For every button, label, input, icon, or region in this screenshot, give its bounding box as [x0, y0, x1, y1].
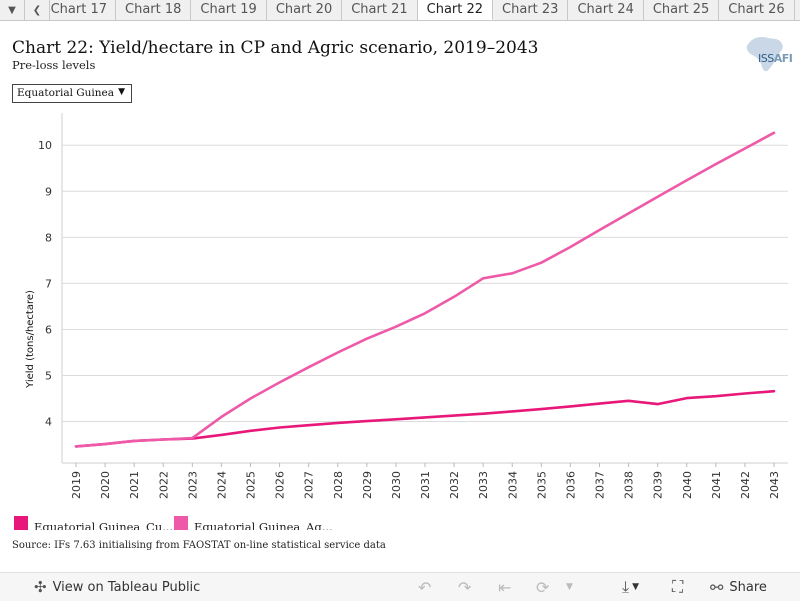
- x-tick-label: 2028: [332, 471, 345, 499]
- chevron-left-icon: ❮: [32, 4, 42, 16]
- view-on-tableau-label: View on Tableau Public: [52, 579, 201, 595]
- y-tick-label: 9: [45, 185, 52, 198]
- x-tick-label: 2041: [710, 471, 723, 499]
- tab-chart-21[interactable]: Chart 21: [342, 0, 418, 20]
- pause-menu-button[interactable]: ▼: [566, 573, 573, 601]
- download-button[interactable]: ⤓ ▼: [622, 573, 639, 601]
- tab-chart-25[interactable]: Chart 25: [644, 0, 720, 20]
- series-line-2[interactable]: [74, 131, 776, 448]
- x-tick-label: 2024: [215, 471, 228, 499]
- x-tick-label: 2022: [157, 471, 170, 499]
- x-tick-label: 2025: [245, 471, 258, 499]
- tableau-logo-icon: ✣: [34, 578, 47, 596]
- tab-chart-17[interactable]: Chart 17: [50, 0, 116, 20]
- x-tick-label: 2042: [739, 471, 752, 499]
- x-tick-label: 2029: [361, 471, 374, 499]
- y-tick-label: 8: [45, 231, 52, 244]
- chart-series: [74, 131, 776, 448]
- country-dropdown-value: Equatorial Guinea: [17, 87, 115, 99]
- tab-chart-20[interactable]: Chart 20: [267, 0, 343, 20]
- undo-icon: ↶: [418, 577, 432, 597]
- x-axis-ticks: 2019 2020 2021 2022 2023 2024 2025 2026 2027 2028…: [70, 463, 781, 499]
- chart-title: Chart 22: Yield/hectare in CP and Agric …: [12, 38, 539, 58]
- logo-text: ISSAFI: [758, 52, 793, 65]
- chart-subtitle: Pre-loss levels: [12, 58, 96, 72]
- x-tick-label: 2039: [652, 471, 665, 499]
- source-note: Source: IFs 7.63 initialising from FAOST…: [12, 540, 386, 551]
- legend-label: Equatorial Guinea_Ag...: [194, 520, 333, 530]
- refresh-button[interactable]: ⟳: [536, 573, 549, 601]
- y-tick-label: 5: [45, 370, 52, 383]
- country-dropdown[interactable]: Equatorial Guinea ▼: [12, 84, 132, 103]
- bottom-toolbar: ✣ View on Tableau Public ↶ ↷ ⇤ ⟳ ▼ ⤓ ▼ ⛶…: [0, 572, 800, 601]
- caret-down-icon: ▼: [632, 582, 639, 592]
- tab-chart-27[interactable]: Chart 27: [795, 0, 800, 20]
- x-tick-label: 2020: [99, 471, 112, 499]
- revert-button[interactable]: ⇤: [498, 573, 511, 601]
- x-tick-label: 2030: [390, 471, 403, 499]
- x-tick-label: 2021: [128, 471, 141, 499]
- redo-icon: ↷: [458, 577, 472, 597]
- x-tick-label: 2040: [681, 471, 694, 499]
- x-tick-label: 2043: [768, 471, 781, 499]
- x-tick-label: 2023: [186, 471, 199, 499]
- tab-scroll-left-button[interactable]: ❮: [25, 0, 50, 20]
- gridlines: [61, 113, 788, 464]
- undo-button[interactable]: ↶: [418, 573, 431, 601]
- y-tick-label: 4: [45, 416, 52, 429]
- share-label: Share: [729, 579, 767, 595]
- revert-icon: ⇤: [498, 577, 512, 597]
- africa-map-logo-icon: [746, 37, 783, 72]
- tab-menu-button[interactable]: ▼: [0, 0, 25, 20]
- x-tick-label: 2027: [303, 471, 316, 499]
- redo-button[interactable]: ↷: [458, 573, 471, 601]
- legend-swatch: [174, 516, 188, 530]
- x-tick-label: 2026: [274, 471, 287, 499]
- tab-chart-26[interactable]: Chart 26: [719, 0, 795, 20]
- refresh-icon: ⟳: [536, 577, 550, 597]
- tab-chart-19[interactable]: Chart 19: [191, 0, 267, 20]
- y-tick-label: 7: [45, 277, 52, 290]
- fullscreen-icon: ⛶: [672, 577, 684, 596]
- x-tick-label: 2037: [594, 471, 607, 499]
- legend-swatch: [14, 516, 28, 530]
- view-on-tableau-button[interactable]: ✣ View on Tableau Public: [34, 573, 200, 601]
- sheet-tabs: Chart 17 Chart 18 Chart 19 Chart 20 Chart 21…: [50, 0, 800, 20]
- tab-chart-23[interactable]: Chart 23: [493, 0, 569, 20]
- x-tick-label: 2019: [70, 471, 83, 499]
- share-button[interactable]: ⚯ Share: [710, 573, 767, 601]
- tab-chart-18[interactable]: Chart 18: [116, 0, 192, 20]
- chart-legend: Equatorial Guinea_Cu... Equatorial Guinea…: [14, 514, 354, 530]
- tab-strip: ▼ ❮ Chart 17 Chart 18 Chart 19 Chart 20 Char…: [0, 0, 800, 21]
- x-tick-label: 2038: [623, 471, 636, 499]
- download-icon: ⤓: [622, 577, 630, 596]
- y-axis-title: Yield (tons/hectare): [25, 290, 36, 389]
- line-chart: 4 5 6 7 8 9 10 2019 2020 2021 2022 2023 2024 2025 202…: [25, 113, 788, 499]
- y-tick-label: 10: [38, 139, 52, 152]
- caret-down-icon: ▼: [8, 4, 16, 16]
- x-tick-label: 2031: [419, 471, 432, 499]
- legend-label: Equatorial Guinea_Cu...: [34, 520, 174, 530]
- y-tick-label: 6: [45, 323, 52, 336]
- fullscreen-button[interactable]: ⛶: [672, 573, 683, 601]
- x-tick-label: 2032: [448, 471, 461, 499]
- caret-down-icon: ▼: [118, 87, 125, 97]
- x-tick-label: 2035: [535, 471, 548, 499]
- x-tick-label: 2033: [477, 471, 490, 499]
- y-axis-ticks: 4 5 6 7 8 9 10: [38, 139, 52, 428]
- x-tick-label: 2036: [564, 471, 577, 499]
- x-tick-label: 2034: [506, 471, 519, 499]
- caret-down-icon: ▼: [566, 582, 573, 592]
- tab-chart-24[interactable]: Chart 24: [568, 0, 644, 20]
- share-icon: ⚯: [710, 577, 724, 597]
- tab-chart-22[interactable]: Chart 22: [417, 0, 494, 20]
